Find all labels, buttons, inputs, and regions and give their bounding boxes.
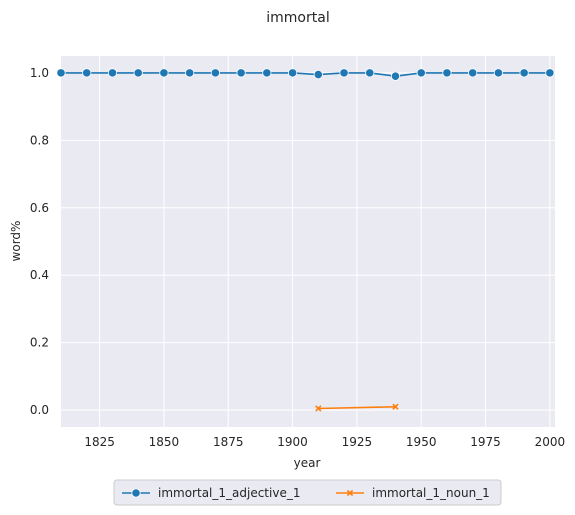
x-tick-label: 1850 <box>149 435 180 449</box>
series-line <box>318 406 396 410</box>
chart-title: immortal <box>266 10 329 26</box>
data-point <box>468 68 478 78</box>
data-point <box>493 68 503 78</box>
legend-marker-circle-icon <box>131 488 141 498</box>
y-tick-label: 0.6 <box>30 201 49 215</box>
data-point <box>210 68 220 78</box>
series-immortal-1-noun-1 <box>315 403 399 412</box>
y-tick-label: 0.0 <box>30 403 49 417</box>
legend-box <box>113 479 502 506</box>
x-axis-ticks: 1825 1850 1875 1900 1925 1950 1975 2000 <box>84 435 565 449</box>
x-axis-label: year <box>294 456 321 470</box>
y-tick-label: 0.4 <box>30 268 49 282</box>
data-point <box>185 68 195 78</box>
data-point <box>313 69 323 80</box>
y-axis-ticks: 0.0 0.2 0.4 0.6 0.8 1.0 <box>30 66 49 417</box>
x-tick-label: 1900 <box>277 435 308 449</box>
legend-label: immortal_1_noun_1 <box>372 486 490 500</box>
data-point <box>442 68 452 78</box>
data-point <box>159 68 169 78</box>
legend-marker-x-icon <box>346 489 354 497</box>
x-tick-label: 1975 <box>470 435 501 449</box>
series-immortal-1-adjective-1 <box>56 68 555 81</box>
x-gridlines <box>99 56 551 427</box>
data-point <box>315 405 322 412</box>
legend-item-0: immortal_1_adjective_1 <box>122 486 300 500</box>
data-point <box>236 68 246 78</box>
data-point <box>390 71 401 81</box>
x-tick-label: 1875 <box>213 435 244 449</box>
legend-items: immortal_1_adjective_1 immortal_1_noun_1 <box>122 486 490 500</box>
legend-item-1: immortal_1_noun_1 <box>336 486 490 500</box>
data-point <box>133 68 143 78</box>
data-point <box>287 68 298 78</box>
x-tick-label: 1925 <box>342 435 373 449</box>
legend-label: immortal_1_adjective_1 <box>158 486 300 500</box>
legend: immortal_1_adjective_1 immortal_1_noun_1 <box>113 479 502 506</box>
data-point <box>392 403 399 410</box>
data-point <box>56 68 66 78</box>
x-tick-label: 1825 <box>84 435 115 449</box>
y-tick-label: 0.8 <box>30 133 49 147</box>
x-tick-label: 2000 <box>535 435 566 449</box>
x-tick-label: 1950 <box>406 435 437 449</box>
series-layer <box>56 68 555 412</box>
data-point <box>339 68 349 78</box>
y-tick-label: 0.2 <box>30 336 49 350</box>
y-tick-label: 1.0 <box>30 66 49 80</box>
data-point <box>107 68 118 78</box>
y-axis-label: word% <box>9 221 23 262</box>
plot-area <box>61 56 555 427</box>
data-point <box>82 68 92 78</box>
data-point <box>416 68 426 78</box>
data-point <box>519 68 529 78</box>
data-point <box>262 68 272 78</box>
data-point <box>545 68 555 78</box>
data-point <box>365 68 375 78</box>
